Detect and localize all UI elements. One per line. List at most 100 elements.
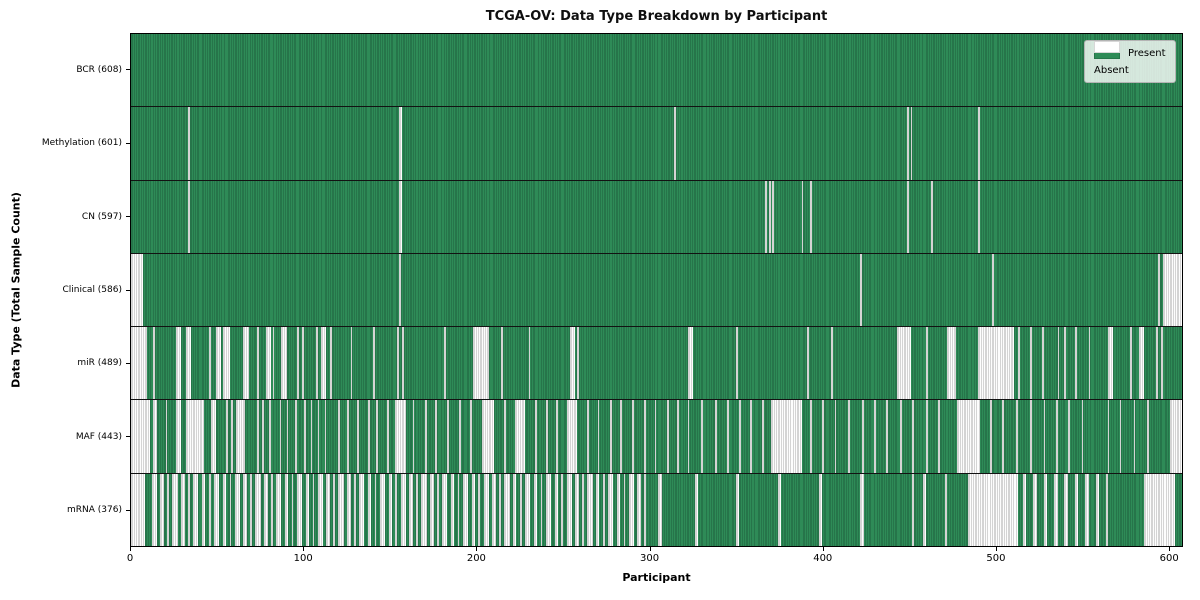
absent-segment	[151, 473, 157, 546]
absent-segment	[715, 400, 717, 473]
absent-segment	[347, 473, 351, 546]
absent-segment	[347, 400, 349, 473]
absent-segment	[272, 327, 275, 400]
absent-segment	[442, 473, 448, 546]
x-tick-mark	[130, 547, 131, 551]
absent-segment	[1156, 327, 1158, 400]
absent-segment	[926, 400, 928, 473]
absent-segment	[469, 400, 472, 473]
absent-segment	[525, 473, 531, 546]
absent-segment	[608, 473, 614, 546]
absent-segment	[1095, 473, 1100, 546]
absent-segment	[848, 400, 851, 473]
heatmap-row-maf	[131, 399, 1182, 473]
x-tick-mark	[1169, 547, 1171, 551]
chart-title: TCGA-OV: Data Type Breakdown by Particip…	[485, 9, 828, 24]
absent-segment	[430, 473, 434, 546]
absent-segment	[421, 473, 427, 546]
y-tick-mark	[126, 69, 130, 71]
x-axis-label: Participant	[622, 571, 691, 584]
absent-segment	[1107, 400, 1110, 473]
absent-segment	[379, 473, 386, 546]
absent-segment	[473, 327, 489, 400]
absent-segment	[338, 400, 341, 473]
absent-segment	[862, 400, 864, 473]
absent-segment	[900, 400, 902, 473]
absent-segment	[907, 107, 909, 180]
absent-segment	[450, 473, 455, 546]
absent-segment	[499, 473, 501, 546]
absent-segment	[644, 473, 647, 546]
absent-segment	[666, 400, 669, 473]
absent-segment	[350, 327, 353, 400]
absent-segment	[587, 400, 590, 473]
absent-segment	[1162, 253, 1182, 327]
absent-segment	[255, 473, 261, 546]
absent-segment	[186, 400, 204, 473]
absent-segment	[193, 473, 199, 546]
absent-segment	[912, 473, 915, 546]
absent-segment	[250, 473, 252, 546]
absent-segment	[471, 473, 475, 546]
heatmap-row-clinical	[131, 252, 1182, 327]
absent-segment	[324, 400, 327, 473]
absent-segment	[1085, 473, 1089, 546]
legend: Present Absent	[1084, 40, 1176, 83]
absent-segment	[265, 327, 271, 400]
absent-segment	[409, 473, 413, 546]
absent-segment	[545, 400, 548, 473]
absent-segment	[321, 327, 327, 400]
absent-segment	[1143, 473, 1176, 546]
absent-segment	[616, 473, 621, 546]
absent-segment	[658, 473, 662, 546]
absent-segment	[1161, 327, 1163, 400]
absent-segment	[315, 327, 318, 400]
absent-segment	[303, 400, 306, 473]
absent-segment	[302, 327, 304, 400]
absent-segment	[234, 473, 240, 546]
absent-segment	[609, 400, 612, 473]
absent-segment	[222, 327, 230, 400]
y-tick-label-maf: MAF (443)	[75, 431, 122, 442]
y-tick-mark	[126, 362, 130, 364]
absent-segment	[1002, 400, 1004, 473]
absent-segment	[677, 400, 679, 473]
heatmap-row-cn	[131, 179, 1182, 253]
absent-segment	[597, 400, 600, 473]
absent-segment	[1033, 473, 1037, 546]
absent-segment	[175, 400, 182, 473]
absent-segment	[398, 180, 403, 253]
absent-segment	[566, 400, 577, 473]
y-tick-mark	[126, 289, 130, 291]
absent-segment	[654, 400, 657, 473]
absent-segment	[991, 253, 994, 327]
x-tick-label: 200	[466, 553, 486, 564]
absent-segment	[1043, 473, 1048, 546]
absent-segment	[504, 400, 507, 473]
absent-segment	[367, 400, 370, 473]
absent-segment	[386, 400, 389, 473]
absent-segment	[896, 327, 911, 400]
absent-segment	[801, 180, 804, 253]
absent-segment	[736, 327, 738, 400]
absent-segment	[806, 327, 809, 400]
absent-segment	[561, 473, 564, 546]
absent-segment	[990, 400, 992, 473]
absent-segment	[500, 327, 503, 400]
absent-segment	[513, 473, 517, 546]
absent-segment	[595, 473, 600, 546]
absent-segment	[1074, 327, 1077, 400]
absent-segment	[1067, 400, 1070, 473]
absent-segment	[576, 327, 579, 400]
absent-segment	[459, 400, 462, 473]
x-tick-label: 100	[293, 553, 313, 564]
absent-segment	[1022, 473, 1027, 546]
absent-segment	[338, 473, 344, 546]
absent-segment	[388, 473, 393, 546]
y-tick-label-methylation: Methylation (601)	[41, 138, 122, 149]
absent-segment	[1133, 400, 1136, 473]
absent-segment	[831, 327, 833, 400]
absent-segment	[153, 400, 157, 473]
absent-segment	[860, 473, 864, 546]
